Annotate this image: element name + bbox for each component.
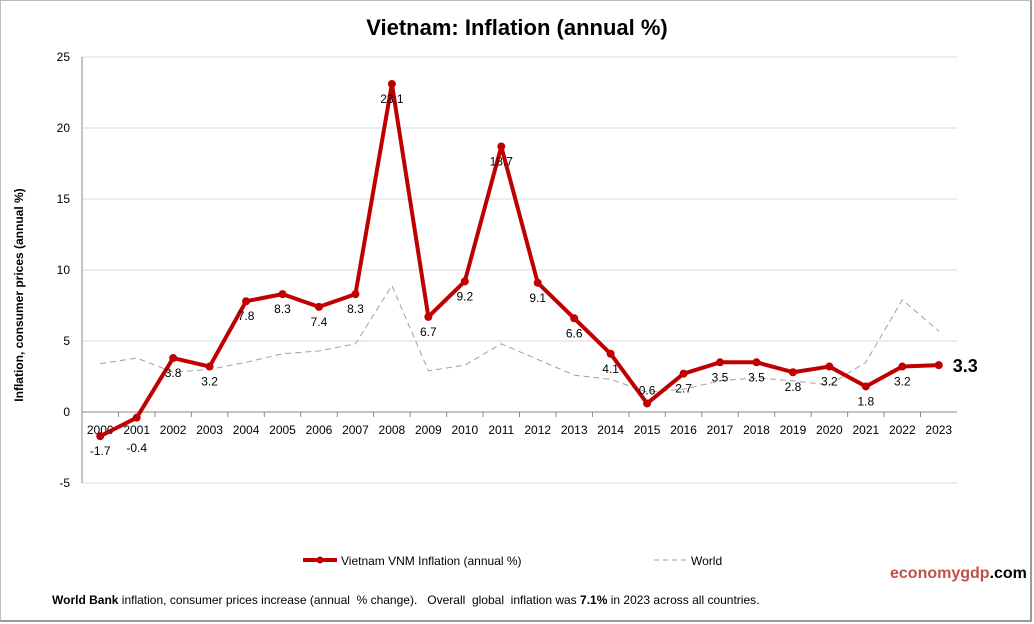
vietnam-point bbox=[205, 362, 214, 371]
vietnam-point bbox=[679, 369, 688, 378]
vietnam-point bbox=[825, 362, 834, 371]
y-tick-label: 5 bbox=[63, 334, 70, 348]
x-tick-label: 2018 bbox=[743, 423, 770, 437]
data-label: 9.1 bbox=[529, 291, 546, 305]
data-label: 9.2 bbox=[456, 289, 473, 303]
vietnam-point bbox=[460, 277, 469, 286]
data-label: -0.4 bbox=[126, 441, 147, 455]
y-axis-label: Inflation, consumer prices (annual %) bbox=[12, 188, 26, 401]
world-line bbox=[100, 284, 940, 393]
vietnam-point bbox=[351, 290, 360, 299]
data-label: 4.1 bbox=[602, 362, 619, 376]
x-tick-label: 2006 bbox=[306, 423, 333, 437]
data-label: 2.7 bbox=[675, 382, 692, 396]
data-label: 6.6 bbox=[566, 326, 583, 340]
vietnam-point bbox=[424, 312, 433, 321]
vietnam-point bbox=[96, 432, 105, 441]
vietnam-line bbox=[99, 81, 939, 438]
data-label: 3.5 bbox=[748, 370, 765, 384]
vietnam-point bbox=[788, 368, 797, 377]
x-tick-label: 2015 bbox=[634, 423, 661, 437]
vietnam-point bbox=[643, 399, 652, 408]
vietnam-point bbox=[132, 413, 141, 422]
vietnam-point bbox=[533, 278, 542, 287]
x-tick-label: 2013 bbox=[561, 423, 588, 437]
chart-title: Vietnam: Inflation (annual %) bbox=[366, 15, 668, 40]
vietnam-point bbox=[314, 302, 323, 311]
vietnam-point bbox=[497, 142, 506, 151]
data-label: 0.6 bbox=[639, 383, 656, 397]
x-tick-label: 2009 bbox=[415, 423, 442, 437]
data-label: 3.2 bbox=[894, 375, 911, 389]
data-label: 3.2 bbox=[201, 375, 218, 389]
x-tick-label: 2016 bbox=[670, 423, 697, 437]
y-tick-label: -5 bbox=[59, 476, 70, 490]
vietnam-point bbox=[752, 358, 761, 367]
data-label: 18.7 bbox=[490, 154, 514, 168]
vietnam-point bbox=[934, 361, 943, 370]
vietnam-point bbox=[606, 349, 615, 358]
y-tick-label: 15 bbox=[57, 192, 71, 206]
legend-vietnam-label: Vietnam VNM Inflation (annual %) bbox=[341, 554, 522, 568]
footer-text1: inflation, consumer prices increase (ann… bbox=[118, 593, 581, 607]
x-tick-label: 2010 bbox=[451, 423, 478, 437]
x-tick-label: 2012 bbox=[524, 423, 551, 437]
brand-part2: .com bbox=[989, 565, 1027, 582]
footer-text2: in 2023 across all countries. bbox=[607, 593, 760, 607]
footer-source: World Bank bbox=[52, 593, 119, 607]
x-tick-label: 2023 bbox=[925, 423, 952, 437]
data-label: 6.7 bbox=[420, 325, 437, 339]
vietnam-point bbox=[861, 382, 870, 391]
data-label: 3.8 bbox=[165, 366, 182, 380]
legend: Vietnam VNM Inflation (annual %) World bbox=[303, 554, 722, 568]
legend-world-label: World bbox=[691, 554, 722, 568]
vietnam-point bbox=[169, 354, 178, 363]
last-value-label: 3.3 bbox=[953, 356, 978, 376]
data-label: 8.3 bbox=[274, 302, 291, 316]
x-tick-label: 2001 bbox=[123, 423, 150, 437]
data-label: 23.1 bbox=[380, 92, 404, 106]
vietnam-point bbox=[387, 79, 396, 88]
x-tick-label: 2014 bbox=[597, 423, 624, 437]
data-label: 1.8 bbox=[858, 394, 875, 408]
x-tick-label: 2005 bbox=[269, 423, 296, 437]
x-tick-label: 2003 bbox=[196, 423, 223, 437]
data-label: 2.8 bbox=[785, 380, 802, 394]
data-label: 3.5 bbox=[712, 370, 729, 384]
x-tick-label: 2002 bbox=[160, 423, 187, 437]
x-tick-label: 2022 bbox=[889, 423, 916, 437]
legend-vietnam-marker bbox=[316, 556, 324, 564]
footer-note: World Bank inflation, consumer prices in… bbox=[52, 593, 759, 607]
data-label: 3.2 bbox=[821, 375, 838, 389]
x-tick-label: 2020 bbox=[816, 423, 843, 437]
vietnam-point bbox=[716, 358, 725, 367]
brand-logo: economygdp.com bbox=[890, 565, 1027, 583]
data-label: 8.3 bbox=[347, 302, 364, 316]
data-label: 7.8 bbox=[238, 309, 255, 323]
y-tick-label: 0 bbox=[63, 405, 70, 419]
x-tick-label: 2008 bbox=[379, 423, 406, 437]
y-tick-label: 20 bbox=[57, 121, 71, 135]
vietnam-point bbox=[278, 290, 287, 299]
y-tick-label: 25 bbox=[57, 50, 71, 64]
x-tick-label: 2007 bbox=[342, 423, 369, 437]
data-label: 7.4 bbox=[311, 315, 328, 329]
vietnam-point bbox=[570, 314, 579, 323]
footer-value: 7.1% bbox=[580, 593, 608, 607]
x-tick-label: 2004 bbox=[233, 423, 260, 437]
x-tick-label: 2017 bbox=[707, 423, 734, 437]
vietnam-point bbox=[242, 297, 251, 306]
x-tick-label: 2019 bbox=[780, 423, 807, 437]
data-label: -1.7 bbox=[90, 444, 111, 458]
x-tick-label: 2011 bbox=[488, 423, 514, 437]
brand-part1: economygdp bbox=[890, 565, 990, 582]
vietnam-point bbox=[898, 362, 907, 371]
y-tick-label: 10 bbox=[57, 263, 71, 277]
x-tick-label: 2021 bbox=[853, 423, 880, 437]
